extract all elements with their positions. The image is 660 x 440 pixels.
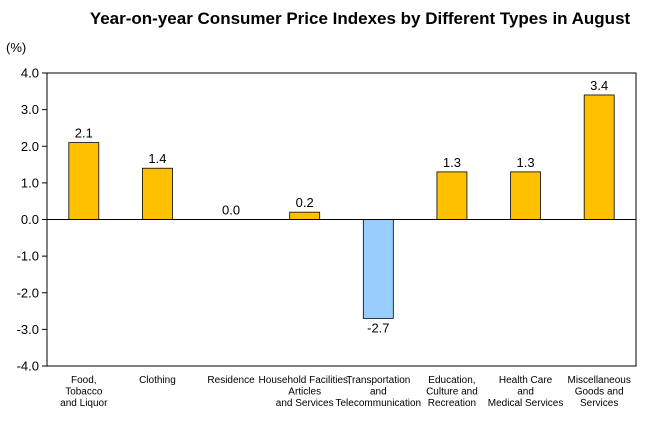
y-tick-label: -4.0 (17, 359, 39, 374)
category-label-line: Goods and (575, 387, 624, 398)
y-tick-label: 1.0 (21, 175, 39, 190)
data-label: 3.4 (590, 78, 608, 93)
category-label: Transportation and Telecommunication (336, 375, 422, 409)
data-label: -2.7 (367, 320, 389, 335)
category-label-line: Residence (207, 375, 255, 386)
category-label: Household Facilities, Articles and Service… (259, 375, 351, 409)
y-tick-label: -3.0 (17, 322, 39, 337)
category-label-line: and (370, 387, 387, 398)
y-tick-label: 4.0 (21, 66, 39, 81)
y-axis-ticks: 4.0 3.0 2.0 1.0 0.0 -1.0 -2.0 -3.0 -4.0 (17, 66, 47, 374)
category-label-line: and Liquor (60, 398, 108, 409)
data-label: 1.4 (148, 151, 166, 166)
category-labels-group: Food, Tobacco and Liquor Clothing Residence H… (60, 375, 631, 409)
category-label-line: Services (580, 398, 618, 409)
chart-title: Year-on-year Consumer Price Indexes by D… (89, 9, 631, 28)
bar (362, 219, 394, 319)
bar (583, 94, 615, 220)
bar (436, 171, 468, 220)
category-label-line: Recreation (428, 398, 476, 409)
category-label: Clothing (139, 375, 176, 386)
bar (510, 171, 541, 220)
category-label-line: Transportation (346, 375, 410, 386)
category-label-line: Miscellaneous (568, 375, 631, 386)
data-label: 0.0 (222, 203, 240, 218)
category-label-line: and (517, 387, 534, 398)
category-label: Health Care and Medical Services (488, 375, 564, 409)
category-label-line: Culture and (426, 387, 478, 398)
category-label: Education, Culture and Recreation (426, 375, 478, 409)
category-label: Food, Tobacco and Liquor (60, 375, 108, 409)
category-label-line: Education, (428, 375, 475, 386)
bar (289, 211, 321, 220)
category-label-line: Health Care (499, 375, 553, 386)
y-tick-label: -2.0 (17, 285, 39, 300)
y-axis-unit-label: (%) (6, 40, 26, 55)
data-labels-group: 2.1 1.4 0.0 0.2 -2.7 1.3 1.3 3.4 (75, 78, 608, 335)
bar (142, 167, 173, 220)
y-tick-label: 3.0 (21, 102, 39, 117)
category-label: Miscellaneous Goods and Services (568, 375, 631, 409)
category-label-line: Household Facilities, (259, 375, 351, 386)
bar (68, 142, 100, 220)
bars-group (68, 94, 615, 319)
category-label-line: Clothing (139, 375, 176, 386)
y-tick-label: -1.0 (17, 249, 39, 264)
category-label-line: Tobacco (65, 387, 103, 398)
category-label-line: Telecommunication (336, 398, 422, 409)
category-label-line: Food, (71, 375, 97, 386)
data-label: 1.3 (443, 155, 461, 170)
y-tick-label: 0.0 (21, 212, 39, 227)
y-tick-label: 2.0 (21, 139, 39, 154)
category-label: Residence (207, 375, 255, 386)
category-label-line: Articles (288, 387, 321, 398)
data-label: 1.3 (517, 155, 535, 170)
data-label: 2.1 (75, 126, 93, 141)
category-label-line: Medical Services (488, 398, 564, 409)
data-label: 0.2 (296, 195, 314, 210)
category-label-line: and Services (276, 398, 334, 409)
